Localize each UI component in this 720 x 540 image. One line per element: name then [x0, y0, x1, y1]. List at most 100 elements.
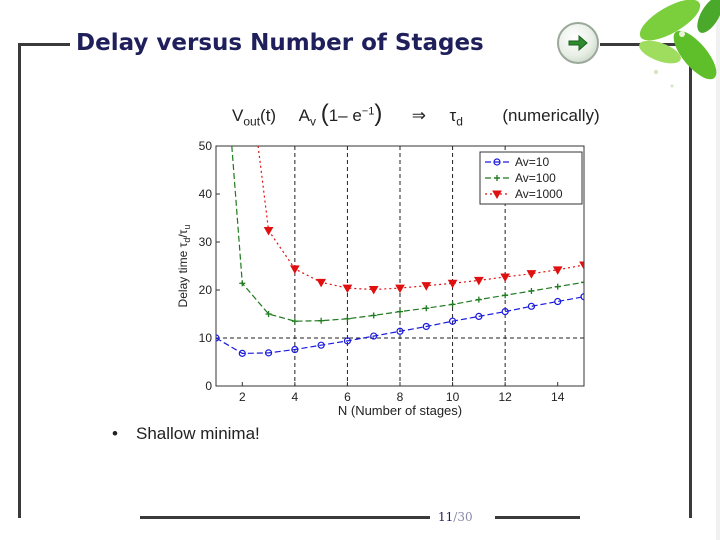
page-current: 11 [438, 510, 454, 524]
formula-paren-close: ) [374, 100, 383, 127]
formula-paren-open: ( [320, 100, 329, 127]
x-axis-label: N (Number of stages) [338, 403, 462, 418]
series-av-100-point [291, 318, 298, 325]
formula-av: A [298, 106, 310, 125]
series-av-100-point [528, 287, 535, 294]
series-av-1000 [257, 146, 584, 295]
series-av-10-point [475, 312, 483, 320]
y-axis-label-sub1: d [182, 238, 192, 243]
series-av-10-point [422, 322, 430, 331]
series-av-10-line [216, 296, 584, 355]
series-av-1000-point [473, 276, 484, 286]
frame-left-line [18, 43, 21, 518]
frame-top-left-line [20, 43, 70, 46]
series-av-100-point [423, 305, 430, 312]
frame-bottom-left-line [140, 516, 430, 519]
ticks-layer: 2 4 6 8 10 12 14 0 10 20 30 40 50 [199, 139, 565, 404]
series-av-10-point [501, 308, 509, 316]
series-av-1000-point [500, 273, 511, 283]
series-av-100 [231, 146, 584, 325]
series-av-10-point [264, 349, 273, 357]
series-av-10-point [216, 334, 220, 342]
formula-numerically: (numerically) [502, 106, 600, 125]
formula-t-arg: (t) [260, 106, 277, 125]
legend-entry-av-10-label: Av=10 [515, 155, 549, 169]
y-axis-label-slash: /τ [176, 229, 190, 237]
series-av-10-point [317, 341, 325, 349]
y-tick-label: 30 [199, 235, 213, 249]
bullet-marker: • [112, 424, 118, 443]
series-av-1000-point [526, 270, 537, 279]
series-av-100-point [265, 311, 272, 317]
series-av-100-point [554, 283, 561, 290]
next-slide-button[interactable] [557, 22, 599, 64]
page-total: 30 [457, 510, 473, 524]
formula-one-minus: 1– e [328, 106, 362, 125]
y-tick-label: 40 [199, 187, 213, 201]
series-av-10 [216, 293, 584, 357]
y-tick-label: 0 [205, 379, 212, 393]
series-av-10-point [343, 337, 352, 345]
right-edge-strip [716, 0, 720, 540]
series-av-10-point [580, 293, 584, 301]
series-av-1000-point [342, 284, 353, 294]
formula-tau-sub: d [456, 114, 463, 129]
legend: Av=10 Av=100 Av=1000 [479, 151, 583, 205]
legend-entry-av-1000-marker [492, 190, 502, 200]
series-av-10-point [396, 327, 404, 335]
leaf-decoration [639, 0, 720, 88]
legend-entry-av-100-marker [494, 175, 500, 181]
series-av-1000-point [579, 261, 584, 271]
series-av-10-point [238, 349, 246, 357]
series-av-10-point [291, 345, 299, 354]
y-axis-label-sub2: u [182, 225, 192, 230]
formula-av-sub: v [309, 114, 316, 129]
series-av-100-point [370, 312, 377, 319]
series-av-100-point [397, 308, 403, 315]
series-av-100-point [449, 301, 456, 308]
page-number: 11/30 [438, 510, 473, 524]
formula-vout-sub: out [243, 114, 261, 129]
x-tick-label: 8 [397, 390, 404, 404]
y-tick-label: 10 [199, 331, 213, 345]
series-av-100-point [344, 315, 351, 322]
frame-right-line [689, 43, 692, 518]
series-av-1000-point [263, 226, 274, 236]
series-av-1000-point [421, 282, 432, 291]
x-tick-label: 12 [498, 390, 512, 404]
series-av-1000-point [368, 286, 379, 295]
series-av-10-point [554, 297, 562, 306]
series-av-1000-line [257, 146, 584, 291]
x-tick-label: 6 [344, 390, 351, 404]
series-av-100-point [239, 280, 246, 287]
delay-chart: 2 4 6 8 10 12 14 0 10 20 30 40 50 Av=10 Av=100 Av=1000… [176, 139, 585, 418]
series-av-1000-point [316, 278, 327, 288]
y-axis-label-main: Delay time τ [176, 242, 190, 307]
page-sep: / [453, 510, 458, 524]
legend-entry-av-10-marker [493, 158, 501, 166]
series-av-1000-point [289, 265, 300, 274]
bullet-text: Shallow minima! [136, 424, 260, 443]
series-av-100-point [581, 279, 584, 286]
series-av-10-point [448, 317, 457, 325]
y-tick-label: 20 [199, 283, 213, 297]
legend-entry-av-1000-label: Av=1000 [515, 187, 563, 201]
delay-formula: Vout(t) Av (1– e−1) ⇒ τd (numerically) [232, 100, 600, 128]
series-av-1000-point [395, 284, 405, 294]
series-av-100-point [318, 317, 325, 324]
legend-entry-av-100-label: Av=100 [515, 171, 556, 185]
arrow-right-icon [568, 34, 588, 52]
series-av-1000-point [552, 266, 563, 275]
x-tick-label: 2 [239, 390, 246, 404]
x-tick-label: 4 [292, 390, 299, 404]
series-av-100-point [475, 296, 482, 303]
series-av-10-point [527, 302, 536, 310]
series-av-100-point [502, 292, 509, 299]
formula-vout: V [232, 106, 244, 125]
formula-tau: τ [449, 106, 457, 125]
y-axis-label: Delay time τd/τu [176, 225, 192, 308]
y-tick-label: 50 [199, 139, 213, 153]
series-av-1000-point [447, 279, 458, 289]
frame-bottom-right-line [495, 516, 580, 519]
slide-title: Delay versus Number of Stages [76, 30, 484, 56]
